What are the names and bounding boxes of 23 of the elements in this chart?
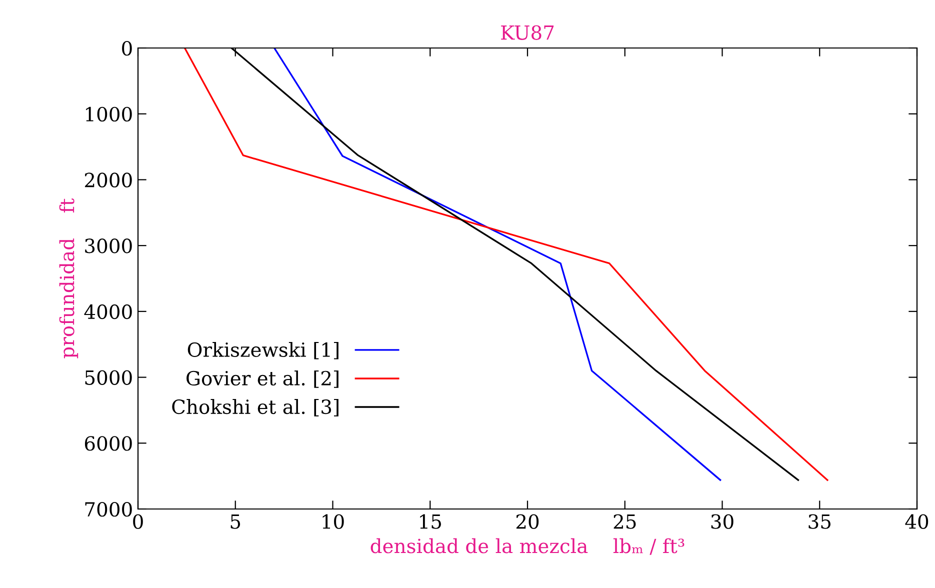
y-tick-label: 7000 <box>85 502 132 517</box>
legend-label: Govier et al. [2] <box>186 370 338 388</box>
y-tick-label: 0 <box>122 40 132 56</box>
x-tick-label: 5 <box>230 514 240 529</box>
x-tick-label: 10 <box>322 514 344 529</box>
y-tick-label: 4000 <box>84 304 132 320</box>
legend-label: Chokshi et al. [3] <box>172 399 338 416</box>
y-tick-label: 6000 <box>84 436 132 451</box>
y-tick-label: 3000 <box>85 238 132 254</box>
x-tick-label: 35 <box>808 514 830 529</box>
x-tick-label: 30 <box>711 514 734 529</box>
x-tick-label: 15 <box>420 514 441 529</box>
legend-label: Orkiszewski [1] <box>188 342 338 360</box>
y-tick-label: 1000 <box>86 106 132 122</box>
x-axis-title: densidad de la mezcla lbₘ / ft³ <box>370 538 684 555</box>
y-tick-label: 2000 <box>84 172 132 188</box>
x-tick-label: 25 <box>614 514 636 529</box>
x-tick-label: 40 <box>905 514 928 529</box>
x-tick-label: 0 <box>133 514 143 529</box>
chart-title: KU87 <box>501 25 554 40</box>
y-tick-label: 5000 <box>85 370 132 385</box>
x-tick-label: 20 <box>516 514 539 529</box>
y-axis-title: profundidad ft <box>59 198 78 358</box>
